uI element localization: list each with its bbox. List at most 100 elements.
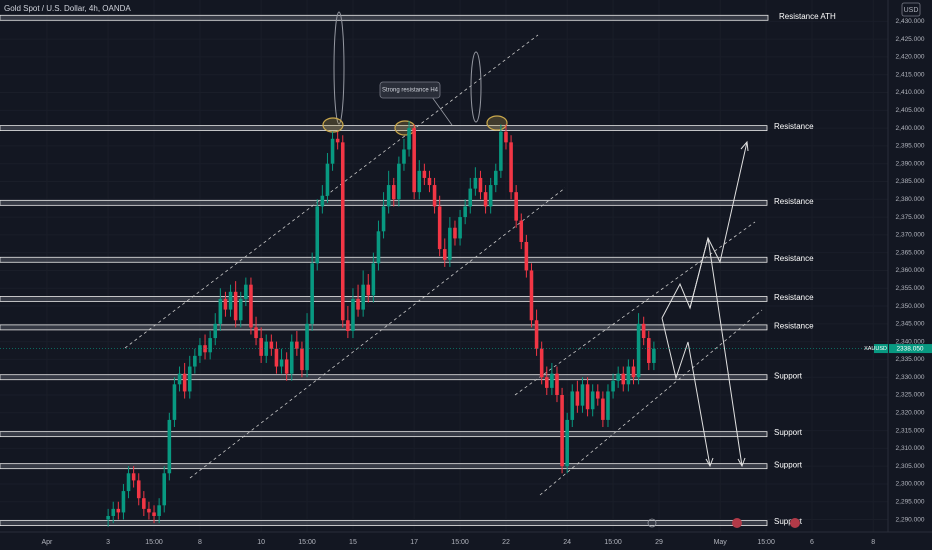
candle-body xyxy=(483,192,488,207)
candle-body xyxy=(106,515,110,520)
candle-body xyxy=(590,391,595,410)
scenario-arrow xyxy=(689,237,743,467)
candle-body xyxy=(310,263,314,324)
candle-body xyxy=(131,473,136,481)
y-tick-label: 2,360.000 xyxy=(896,267,925,274)
x-tick-label: 22 xyxy=(502,539,510,546)
symbol-label: XAUUSD xyxy=(864,346,887,352)
candle-body xyxy=(550,373,554,388)
channel-line xyxy=(189,187,566,479)
candle-body xyxy=(244,284,248,299)
currency-label: USD xyxy=(904,7,919,14)
candle-body xyxy=(305,323,309,371)
candle-body xyxy=(340,142,345,321)
x-tick-label: 6 xyxy=(810,539,814,546)
candle-body xyxy=(346,320,350,331)
candle-body xyxy=(213,323,218,339)
x-tick-label: 24 xyxy=(563,539,571,546)
event-flag[interactable] xyxy=(732,518,742,528)
y-tick-label: 2,390.000 xyxy=(896,160,925,167)
candle-body xyxy=(325,163,330,196)
candle-body xyxy=(289,341,294,374)
highlight-ellipse xyxy=(470,51,482,123)
candle-body xyxy=(111,508,116,516)
y-tick-label: 2,300.000 xyxy=(896,481,925,488)
candle-body xyxy=(284,359,289,374)
candle-body xyxy=(560,394,564,467)
candle-body xyxy=(264,341,269,356)
grid xyxy=(0,0,888,532)
level-label: Resistance xyxy=(774,321,814,330)
y-tick-label: 2,395.000 xyxy=(896,143,925,150)
candle-body xyxy=(182,373,187,392)
candle-body xyxy=(524,241,529,271)
candle-body xyxy=(397,163,401,200)
y-tick-label: 2,400.000 xyxy=(896,125,925,132)
level-band xyxy=(0,125,768,132)
arrow-head xyxy=(737,457,746,468)
candle-body xyxy=(274,348,279,367)
candle-body xyxy=(509,142,513,193)
candle-body xyxy=(539,348,544,378)
candle-body xyxy=(315,206,320,264)
y-tick-label: 2,415.000 xyxy=(896,71,925,78)
y-tick-label: 2,290.000 xyxy=(896,516,925,523)
x-tick-label: 17 xyxy=(410,539,418,546)
level-band xyxy=(0,256,768,263)
candle-body xyxy=(381,206,386,232)
x-tick-label: 15:00 xyxy=(298,539,316,546)
candle-body xyxy=(422,170,427,178)
y-tick-label: 2,295.000 xyxy=(896,498,925,505)
x-tick-label: 8 xyxy=(871,539,875,546)
candle-body xyxy=(162,473,167,506)
event-icon[interactable] xyxy=(647,518,657,528)
candle-body xyxy=(463,206,467,218)
candle-body xyxy=(351,298,355,331)
symbol-tag xyxy=(874,344,888,354)
candle-body xyxy=(152,512,156,516)
candle-body xyxy=(223,298,228,310)
candle-body xyxy=(136,480,141,499)
callout-box xyxy=(379,81,441,99)
candle-body xyxy=(376,231,381,264)
y-tick-label: 2,305.000 xyxy=(896,463,925,470)
event-flag[interactable] xyxy=(790,518,800,528)
candle-body xyxy=(391,185,396,200)
x-tick-label: 15:00 xyxy=(145,539,163,546)
candle-body xyxy=(544,377,549,388)
y-tick-label: 2,410.000 xyxy=(896,89,925,96)
candle-body xyxy=(238,298,243,321)
y-tick-label: 2,430.000 xyxy=(896,18,925,25)
level-band xyxy=(0,324,768,331)
currency-box[interactable] xyxy=(901,2,921,17)
level-label: Resistance xyxy=(774,122,814,131)
arrow-head xyxy=(705,457,714,468)
y-tick-label: 2,325.000 xyxy=(896,392,925,399)
y-tick-label: 2,340.000 xyxy=(896,338,925,345)
candle-body xyxy=(647,338,651,363)
x-tick-label: 15:00 xyxy=(451,539,469,546)
y-tick-label: 2,350.000 xyxy=(896,303,925,310)
level-label: Resistance xyxy=(774,293,814,302)
price-label: 2338.050 xyxy=(896,345,923,352)
candles xyxy=(106,120,656,527)
candle-body xyxy=(187,366,192,392)
candle-body xyxy=(147,508,151,513)
candle-body xyxy=(320,195,325,207)
y-tick-label: 2,310.000 xyxy=(896,445,925,452)
candle-body xyxy=(157,505,161,516)
level-band xyxy=(0,374,768,381)
top-marker xyxy=(486,115,508,131)
channel-line xyxy=(514,221,756,396)
drawings xyxy=(124,11,763,496)
candle-body xyxy=(641,323,646,339)
level-label: Resistance xyxy=(774,254,814,263)
candle-body xyxy=(361,284,365,310)
candle-body xyxy=(412,128,416,193)
candle-body xyxy=(514,192,518,221)
candle-body xyxy=(371,263,376,296)
candle-body xyxy=(330,138,335,164)
candle-body xyxy=(626,366,631,385)
candle-body xyxy=(335,138,340,143)
